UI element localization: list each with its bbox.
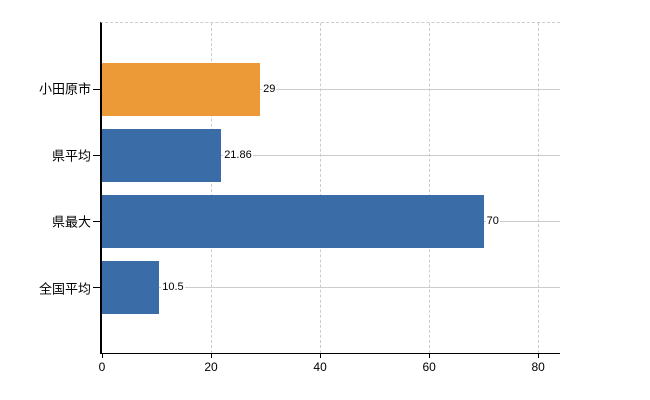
bar-value-label: 70 [485,214,500,228]
x-axis-tick [320,353,322,358]
category-label: 県平均 [51,148,91,164]
bar-row: 21.86 [102,128,560,182]
bar-default [102,128,222,182]
y-axis-tick [93,221,100,222]
x-gridline [538,23,540,353]
y-axis-tick [93,89,100,90]
bar-row: 70 [102,194,560,248]
category-label: 小田原市 [38,81,91,97]
x-gridline [429,23,431,353]
x-tick-label: 0 [98,360,106,374]
x-tick-label: 40 [313,360,327,374]
bar-value-label: 10.5 [161,280,185,294]
category-center-gridline [102,155,560,156]
plot-area: 0 20 40 60 80 29 21.86 70 10.5 [93,22,560,374]
y-axis-tick [93,287,100,288]
x-tick-label: 20 [204,360,218,374]
bar-default [102,194,484,248]
x-axis-tick [211,353,213,358]
bar-row: 10.5 [102,260,560,314]
x-axis-tick [538,353,540,358]
x-axis-tick [429,353,431,358]
bar-value-label: 29 [262,82,277,96]
x-axis-tick [102,353,103,358]
x-tick-label: 80 [531,360,545,374]
bar-default [102,260,160,314]
x-tick-label: 60 [422,360,436,374]
category-center-gridline [102,287,560,288]
x-gridline [211,23,213,353]
y-axis-tick [93,155,100,156]
category-label: 全国平均 [38,281,91,297]
bar-row: 29 [102,62,560,116]
bar-value-label: 21.86 [223,148,253,162]
category-center-gridline [102,89,560,90]
x-gridline [320,23,322,353]
category-label: 県最大 [51,214,91,230]
bar-highlight [102,62,261,116]
category-axis-labels: 小田原市県平均県最大全国平均 [0,22,91,354]
